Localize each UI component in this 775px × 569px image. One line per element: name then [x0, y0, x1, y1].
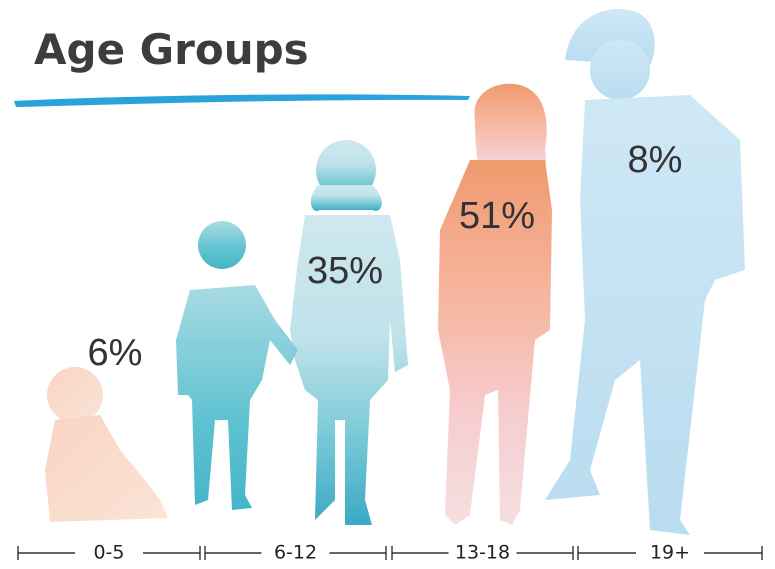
brush-stroke	[14, 94, 470, 107]
baby-silhouette	[45, 367, 168, 522]
adult-silhouette	[545, 9, 745, 535]
axis-label: 0-5	[93, 542, 124, 564]
percentage: 35%	[307, 250, 383, 292]
percentage: 8%	[628, 139, 683, 181]
boy-silhouette	[176, 221, 298, 510]
girl-silhouette	[290, 140, 408, 525]
axis-label: 19+	[650, 542, 690, 564]
infographic: Age Groups 6% 35% 51% 8% 0-5 6-12 13-18 19+	[0, 0, 775, 569]
axis-label: 13-18	[455, 542, 510, 564]
teen-silhouette	[438, 84, 552, 525]
axis-label: 6-12	[274, 542, 317, 564]
title: Age Groups	[34, 25, 309, 74]
percentage: 6%	[88, 332, 143, 374]
percentage: 51%	[459, 195, 535, 237]
